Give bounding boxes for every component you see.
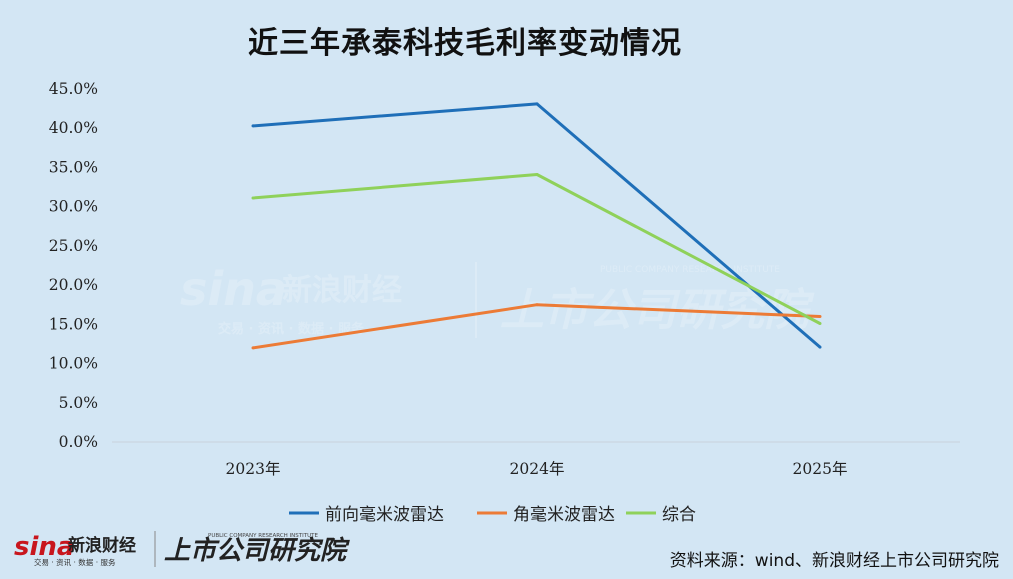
- chart-title: 近三年承泰科技毛利率变动情况: [248, 26, 682, 61]
- watermark-cn: 新浪财经: [282, 273, 402, 308]
- data-point: [818, 315, 822, 318]
- data-point: [251, 196, 255, 200]
- watermark-sub: 交易 · 资讯 · 数据 · 服务: [218, 321, 365, 337]
- data-point: [535, 303, 539, 307]
- x-tick-label: 2024年: [510, 460, 565, 478]
- legend-label: 前向毫米波雷达: [325, 505, 444, 525]
- footer-cn: 新浪财经: [68, 535, 136, 556]
- legend-item: 前向毫米波雷达: [289, 505, 444, 525]
- y-tick-label: 20.0%: [49, 276, 98, 294]
- watermark-institute-en: PUBLIC COMPANY RESEARCH INSTITUTE: [600, 265, 780, 275]
- legend-item: 综合: [626, 505, 696, 525]
- data-point: [818, 345, 822, 349]
- y-tick-label: 30.0%: [49, 198, 98, 216]
- x-axis: 2023年 2024年 2025年: [226, 460, 848, 478]
- legend: 前向毫米波雷达 角毫米波雷达 综合: [289, 505, 696, 525]
- x-tick-label: 2025年: [793, 460, 848, 478]
- footer-sub: 交易 · 资讯 · 数据 · 服务: [34, 557, 116, 567]
- y-tick-label: 0.0%: [59, 433, 98, 451]
- footer-institute: 上市公司研究院: [164, 536, 350, 566]
- watermark: sina 新浪财经 交易 · 资讯 · 数据 · 服务 上市公司研究院 PUBL…: [180, 262, 815, 338]
- footer-logo: sina 新浪财经 交易 · 资讯 · 数据 · 服务 上市公司研究院 PUBL…: [12, 525, 352, 573]
- plot-area: [251, 102, 822, 350]
- data-point: [251, 346, 255, 350]
- watermark-brand: sina: [180, 262, 287, 316]
- y-tick-label: 15.0%: [49, 315, 98, 333]
- data-point: [535, 102, 539, 106]
- data-point: [818, 322, 822, 325]
- source-note: 资料来源：wind、新浪财经上市公司研究院: [669, 551, 999, 571]
- y-axis: 0.0% 5.0% 10.0% 15.0% 20.0% 25.0% 30.0% 35.0% 40…: [49, 80, 98, 451]
- y-tick-label: 25.0%: [49, 237, 98, 255]
- legend-label: 角毫米波雷达: [513, 505, 615, 525]
- footer-brand: sina: [14, 532, 74, 562]
- x-tick-label: 2023年: [226, 460, 281, 478]
- y-tick-label: 45.0%: [49, 80, 98, 98]
- legend-item: 角毫米波雷达: [477, 505, 615, 525]
- y-tick-label: 40.0%: [49, 119, 98, 137]
- data-point: [535, 173, 539, 176]
- legend-label: 综合: [662, 505, 696, 525]
- footer-institute-en: PUBLIC COMPANY RESEARCH INSTITUTE: [208, 533, 319, 539]
- data-point: [251, 124, 255, 128]
- y-tick-label: 5.0%: [59, 394, 98, 412]
- y-tick-label: 10.0%: [49, 355, 98, 373]
- y-tick-label: 35.0%: [49, 158, 98, 176]
